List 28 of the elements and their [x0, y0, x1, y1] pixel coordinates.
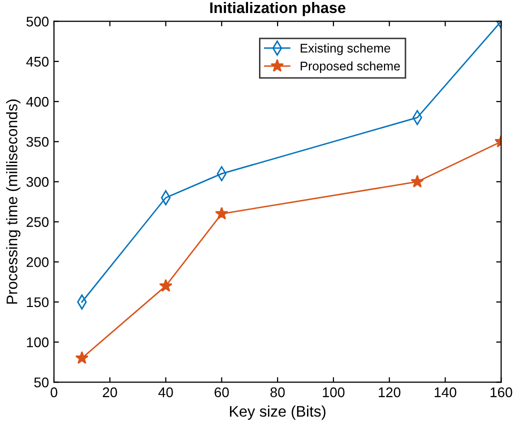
y-tick-label: 50 — [34, 378, 49, 388]
y-tick-label: 350 — [26, 136, 49, 147]
y-axis-title: Processing time (milliseconds) — [6, 100, 20, 304]
y-tick-label: 500 — [26, 16, 49, 27]
x-tick-label: 20 — [102, 387, 118, 398]
y-tick-label: 200 — [26, 257, 49, 268]
x-tick-label: 80 — [270, 387, 285, 398]
legend-label: Proposed scheme — [300, 61, 400, 73]
y-tick-label: 300 — [26, 177, 49, 187]
x-tick-label: 40 — [158, 387, 173, 398]
point — [75, 351, 89, 364]
y-tick-label: 450 — [26, 56, 49, 67]
x-tick-label: 0 — [50, 387, 58, 398]
x-tick-label: 160 — [490, 387, 512, 398]
y-tick-label: 100 — [26, 337, 49, 348]
chart-title: Initialization phase — [210, 2, 346, 16]
point — [159, 279, 172, 292]
x-tick-label: 120 — [378, 387, 400, 398]
y-tick-label: 250 — [26, 217, 49, 227]
y-tick-label: 150 — [26, 297, 49, 308]
point — [410, 174, 424, 188]
x-tick-label: 60 — [214, 387, 229, 398]
x-tick-label: 140 — [434, 387, 456, 398]
x-tick-label: 100 — [322, 387, 344, 398]
y-tick-label: 400 — [26, 96, 49, 107]
point — [215, 206, 228, 220]
legend-label: Existing scheme — [300, 43, 390, 56]
x-axis-title: Key size (Bits) — [230, 406, 326, 420]
